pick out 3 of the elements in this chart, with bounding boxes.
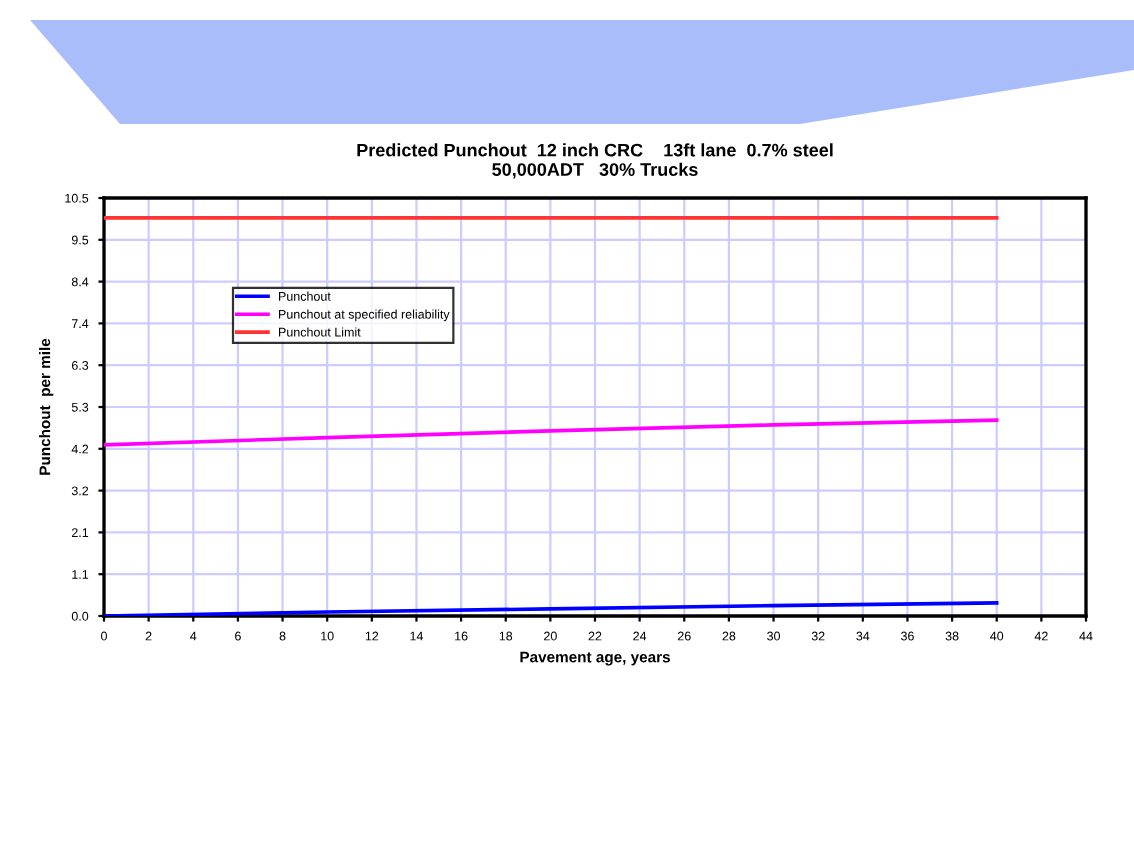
line-series — [104, 601, 999, 616]
chart-title: Predicted Punchout 12 inch CRC 13ft lane 0.7% steel 50,000ADT 30% Trucks — [357, 143, 833, 179]
line-series — [104, 418, 999, 447]
